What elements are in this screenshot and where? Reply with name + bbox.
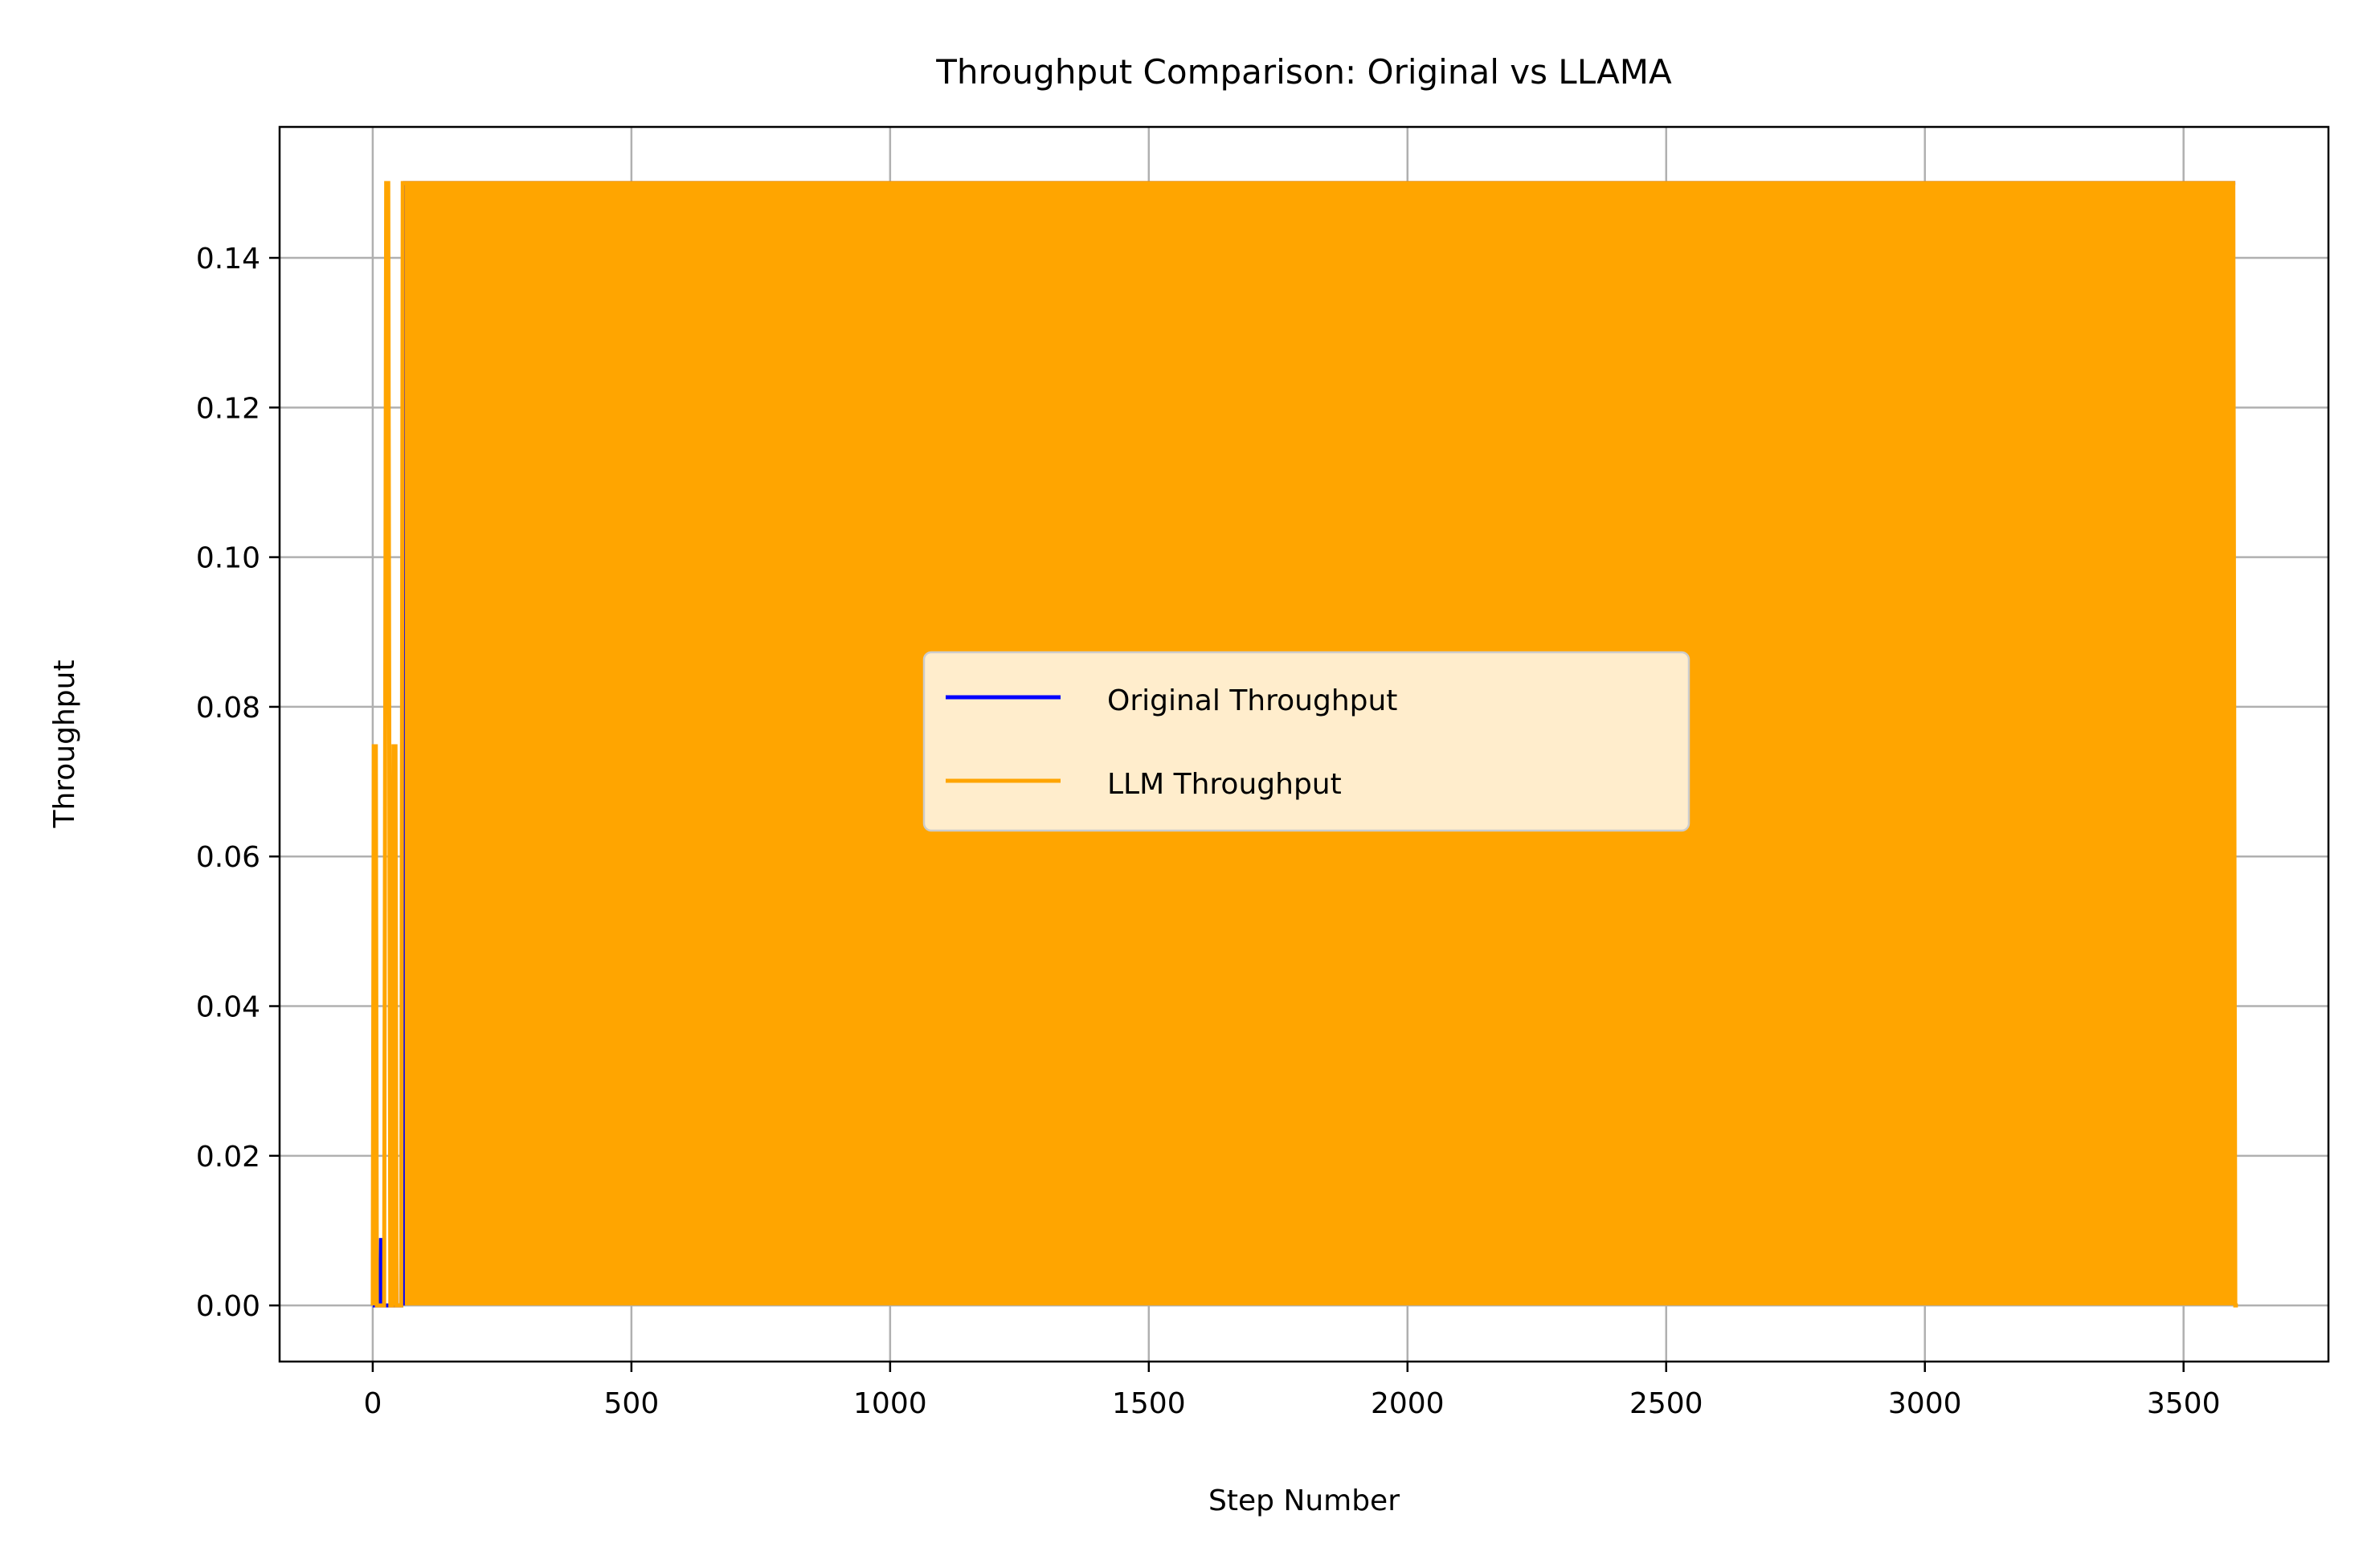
x-tick-label: 3000 [1888, 1387, 1962, 1420]
x-tick-label: 1500 [1112, 1387, 1186, 1420]
y-tick-label: 0.08 [196, 692, 260, 725]
legend-label-llm: LLM Throughput [1107, 768, 1342, 801]
y-axis-label: Throughput [48, 659, 81, 828]
x-tick-label: 500 [604, 1387, 660, 1420]
x-tick-label: 2000 [1371, 1387, 1445, 1420]
x-tick-label: 2500 [1629, 1387, 1703, 1420]
y-tick-label: 0.02 [196, 1141, 260, 1174]
plot-frame [278, 125, 2330, 1363]
series-line [370, 181, 2238, 1308]
chart-title: Throughput Comparison: Original vs LLAMA [935, 52, 1672, 92]
y-tick-label: 0.04 [196, 991, 260, 1024]
y-tick-label: 0.12 [196, 392, 260, 425]
legend-label-original: Original Throughput [1107, 684, 1397, 717]
x-tick-label: 1000 [853, 1387, 927, 1420]
legend-box [922, 651, 1690, 832]
x-tick-label: 3500 [2147, 1387, 2221, 1420]
axis-ticks: 0 500 1000 1500 2000 2500 3000 3500 0.00 0.02 0.04… [196, 243, 2221, 1420]
y-tick-label: 0.10 [196, 542, 260, 575]
y-tick-label: 0.14 [196, 243, 260, 276]
legend: Original Throughput LLM Throughput [922, 651, 1690, 832]
y-tick-label: 0.00 [196, 1290, 260, 1323]
x-axis-label: Step Number [1208, 1484, 1400, 1517]
y-tick-label: 0.06 [196, 841, 260, 874]
x-tick-label: 0 [363, 1387, 382, 1420]
